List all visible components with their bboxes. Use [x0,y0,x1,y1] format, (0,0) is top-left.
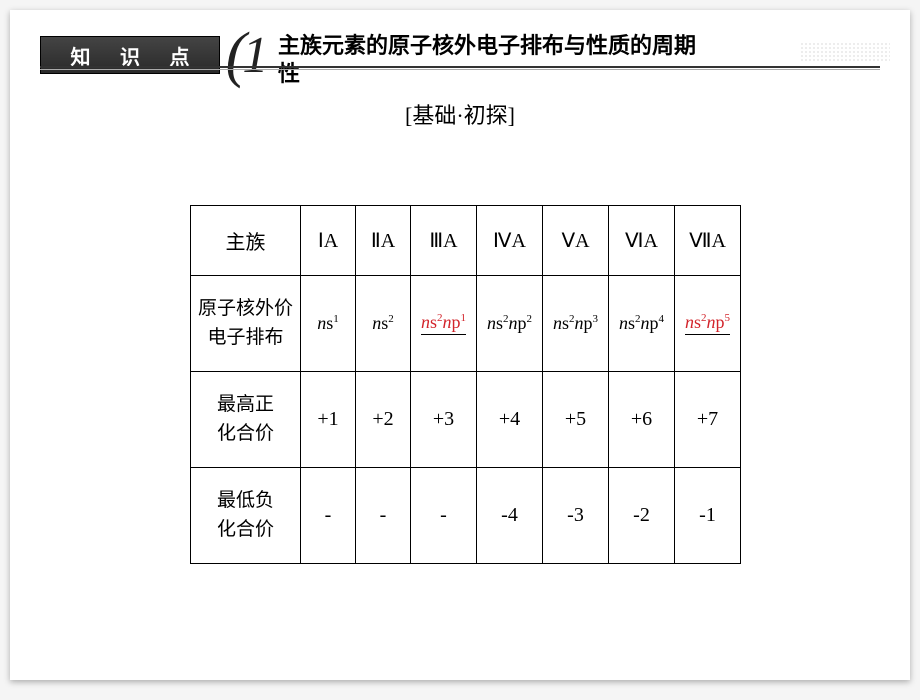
group-header: ⅥA [609,206,675,276]
group-header: ⅡA [356,206,411,276]
dots-decoration [800,42,890,62]
header-band: 知 识 点 ( 1 主族元素的原子核外电子排布与性质的周期性 [10,28,910,84]
section-num: 1 [242,26,268,85]
config-label-l1: 原子核外价 [198,298,293,319]
config-cell: ns1 [301,276,356,372]
group-header: ⅣA [477,206,543,276]
table-row: 主族 ⅠA ⅡA ⅢA ⅣA ⅤA ⅥA ⅦA [191,206,741,276]
pos-cell: +5 [543,372,609,468]
pos-cell: +2 [356,372,411,468]
neg-label-l1: 最低负 [217,490,274,511]
config-cell: ns2 [356,276,411,372]
slide: 知 识 点 ( 1 主族元素的原子核外电子排布与性质的周期性 [基础·初探] 主… [10,10,910,680]
neg-cell: - [411,468,477,564]
section-title: 主族元素的原子核外电子排布与性质的周期性 [278,32,698,87]
config-label-l2: 电子排布 [207,327,283,348]
config-cell: ns2np4 [609,276,675,372]
neg-label-l2: 化合价 [217,519,274,540]
neg-cell: - [301,468,356,564]
periodic-table-summary: 主族 ⅠA ⅡA ⅢA ⅣA ⅤA ⅥA ⅦA 原子核外价 电子排布 ns1 n… [190,205,741,564]
group-header: ⅠA [301,206,356,276]
table-row: 原子核外价 电子排布 ns1 ns2 ns2np1 ns2np2 ns2np3 … [191,276,741,372]
config-cell: ns2np5 [675,276,741,372]
neg-cell: -1 [675,468,741,564]
config-cell: ns2np2 [477,276,543,372]
pos-cell: +1 [301,372,356,468]
config-row-label: 原子核外价 电子排布 [191,276,301,372]
section-number: ( 1 [222,20,272,90]
pos-row-label: 最高正 化合价 [191,372,301,468]
data-table-wrap: 主族 ⅠA ⅡA ⅢA ⅣA ⅤA ⅥA ⅦA 原子核外价 电子排布 ns1 n… [190,205,741,564]
table-row: 最高正 化合价 +1 +2 +3 +4 +5 +6 +7 [191,372,741,468]
pos-cell: +7 [675,372,741,468]
group-header: ⅦA [675,206,741,276]
pos-cell: +6 [609,372,675,468]
group-header: ⅢA [411,206,477,276]
neg-cell: -4 [477,468,543,564]
pos-label-l1: 最高正 [217,394,274,415]
section-subtitle: [基础·初探] [10,98,910,130]
neg-cell: - [356,468,411,564]
header-rule [40,66,880,68]
neg-cell: -2 [609,468,675,564]
config-cell: ns2np1 [411,276,477,372]
table-row: 最低负 化合价 - - - -4 -3 -2 -1 [191,468,741,564]
header-rule-light [40,69,880,70]
neg-row-label: 最低负 化合价 [191,468,301,564]
row-header-label: 主族 [191,206,301,276]
pos-cell: +4 [477,372,543,468]
neg-cell: -3 [543,468,609,564]
pos-label-l2: 化合价 [217,423,274,444]
group-header: ⅤA [543,206,609,276]
pos-cell: +3 [411,372,477,468]
config-cell: ns2np3 [543,276,609,372]
